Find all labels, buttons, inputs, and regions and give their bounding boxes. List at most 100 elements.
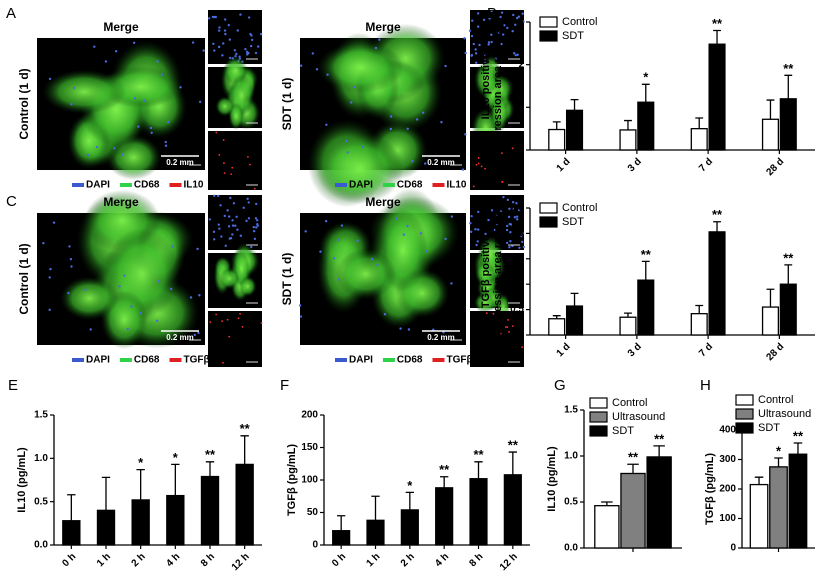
nucleus xyxy=(521,12,524,15)
nucleus xyxy=(235,215,238,219)
micrograph xyxy=(208,195,262,250)
legend-label: TGFβ xyxy=(183,355,209,366)
nucleus xyxy=(69,257,73,261)
x-tick-label: 1 h xyxy=(95,551,113,569)
bar xyxy=(779,98,797,151)
y-axis-label: expression area rate (%) xyxy=(492,208,504,336)
scale-text: 0.2 mm xyxy=(427,158,455,167)
nucleus xyxy=(511,200,515,204)
nucleus xyxy=(517,208,521,212)
y-tick-label: 3 xyxy=(518,17,524,28)
nucleus xyxy=(227,23,230,27)
bar xyxy=(594,505,620,549)
nucleus xyxy=(522,245,526,249)
nucleus xyxy=(474,48,477,51)
signal xyxy=(218,153,221,156)
error-bar xyxy=(67,494,76,521)
error-bar xyxy=(474,461,483,479)
nucleus xyxy=(229,196,232,200)
bar xyxy=(690,313,708,336)
signal xyxy=(501,180,503,183)
nucleus xyxy=(490,40,493,44)
signal xyxy=(505,326,507,328)
nucleus xyxy=(345,139,348,143)
nucleus xyxy=(337,238,341,242)
legend-swatch xyxy=(382,358,395,362)
y-axis-label: expression area rate (%) xyxy=(492,22,504,150)
nucleus xyxy=(356,239,359,242)
bar xyxy=(366,519,385,546)
nucleus xyxy=(464,133,467,136)
nucleus xyxy=(255,226,258,229)
nucleus xyxy=(166,120,170,124)
x-tick-label: 0 h xyxy=(60,551,78,569)
significance: ** xyxy=(439,462,450,477)
y-tick-label: 100 xyxy=(301,475,318,486)
nucleus xyxy=(226,209,229,212)
x-tick-label: 28 d xyxy=(764,341,786,363)
nucleus xyxy=(52,221,56,224)
panel-letter: A xyxy=(6,5,16,22)
nucleus xyxy=(508,245,511,249)
micrograph xyxy=(208,10,262,64)
nucleus xyxy=(132,41,136,44)
nucleus xyxy=(70,265,73,268)
nucleus xyxy=(487,43,490,46)
nucleus xyxy=(495,222,499,226)
legend-label: Control xyxy=(562,16,597,28)
nucleus xyxy=(484,232,487,236)
significance: ** xyxy=(783,250,794,265)
panel-letter: E xyxy=(8,377,18,394)
nucleus xyxy=(255,219,259,222)
nucleus xyxy=(212,42,215,46)
error-bar xyxy=(713,221,721,232)
error-bar xyxy=(713,29,721,45)
bar xyxy=(548,318,566,336)
nucleus xyxy=(228,38,232,41)
nucleus xyxy=(495,214,498,217)
error-bar xyxy=(552,121,561,130)
bar xyxy=(646,456,672,549)
x-tick-label: 1 h xyxy=(364,551,382,569)
y-tick-label: 200 xyxy=(719,484,736,495)
y-tick-label: 100 xyxy=(719,513,736,524)
nucleus xyxy=(476,25,480,28)
nucleus xyxy=(169,287,173,291)
signal xyxy=(223,172,226,175)
nucleus xyxy=(470,53,474,57)
tissue xyxy=(335,248,397,300)
nucleus xyxy=(383,313,387,316)
nucleus xyxy=(444,237,447,241)
bar xyxy=(788,453,808,549)
nucleus xyxy=(223,18,227,21)
signal xyxy=(253,187,256,190)
nucleus xyxy=(325,123,328,126)
signal xyxy=(239,312,242,315)
nucleus xyxy=(389,115,393,118)
nucleus xyxy=(89,328,92,331)
error-bar xyxy=(371,495,380,521)
bar xyxy=(166,494,185,546)
nucleus xyxy=(191,41,195,44)
signal xyxy=(477,157,480,159)
legend-label: DAPI xyxy=(349,355,373,366)
signal xyxy=(480,165,483,168)
y-axis-label: IL10 (pg/mL) xyxy=(546,446,558,512)
panel-letter: G xyxy=(554,377,566,394)
bar xyxy=(96,509,116,546)
y-tick-label: 1.0 xyxy=(564,451,578,462)
nucleus xyxy=(517,15,521,18)
significance: * xyxy=(407,478,413,493)
legend-label: TGFβ xyxy=(446,355,472,366)
nucleus xyxy=(298,304,302,307)
nucleus xyxy=(299,64,303,67)
nucleus xyxy=(95,145,99,149)
nucleus xyxy=(42,241,45,245)
y-tick-label: 1 xyxy=(518,102,524,113)
nucleus xyxy=(250,38,254,42)
significance: * xyxy=(173,450,179,465)
nucleus xyxy=(499,209,503,213)
x-tick-label: 4 h xyxy=(433,551,451,569)
signal xyxy=(484,167,486,170)
legend-swatch xyxy=(169,183,182,187)
